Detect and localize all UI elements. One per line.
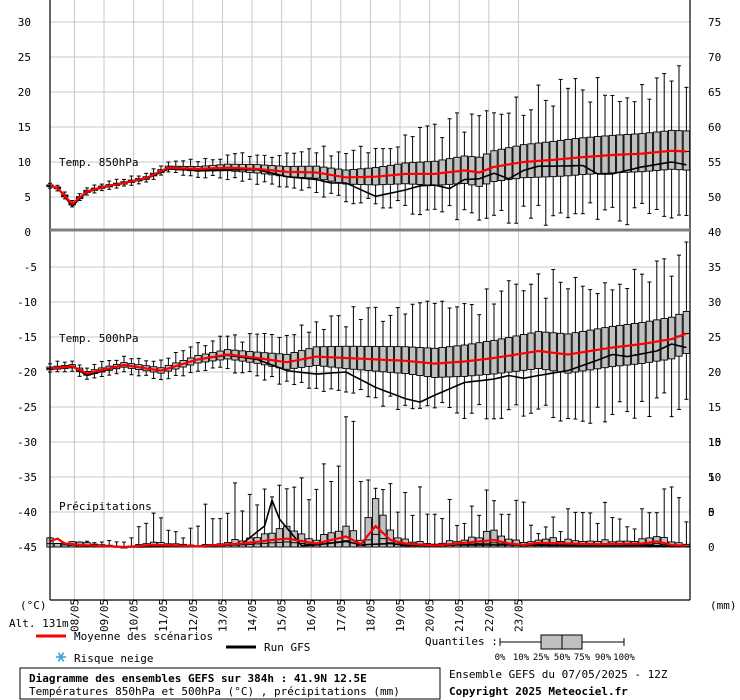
panel-label-850hPa: Temp. 850hPa <box>59 156 138 169</box>
left-tick-label: 15 <box>18 121 31 134</box>
left-tick-label: 10 <box>18 156 31 169</box>
left-tick-label: 30 <box>18 16 31 29</box>
date-tick-label: 11/05 <box>157 599 170 632</box>
panel-label-500hPa: Temp. 500hPa <box>59 332 138 345</box>
legend-mean-label: Moyenne des scénarios <box>74 630 213 643</box>
mean-line <box>49 524 687 549</box>
date-tick-label: 21/05 <box>453 599 466 632</box>
precip-boxplot <box>371 487 380 548</box>
date-tick-label: 20/05 <box>424 599 437 632</box>
precip-boxplot <box>275 484 284 548</box>
left-tick-label: 20 <box>18 86 31 99</box>
right-tick-label: 60 <box>708 121 721 134</box>
panel-label-precip: Précipitations <box>59 500 152 513</box>
right-tick-label: 15 <box>708 401 721 414</box>
gfs-line <box>49 499 687 548</box>
right-tick-label: 0 <box>708 506 715 519</box>
right-tick-label: 75 <box>708 16 721 29</box>
left-tick-label: -30 <box>17 436 37 449</box>
legend-snow-label: Risque neige <box>74 652 153 665</box>
left-tick-label: 25 <box>18 51 31 64</box>
quantile-tick-label: 75% <box>574 653 591 663</box>
quantile-tick-label: 25% <box>533 653 550 663</box>
right-tick-label: 35 <box>708 261 721 274</box>
left-axis-ticks: 30 25 20 15 10 5 0 -5 -10 -15 -20 -25 -30 -35 -40 -45 <box>17 16 37 554</box>
mean-line <box>49 149 687 206</box>
left-tick-label: -15 <box>17 331 37 344</box>
chart-subtitle: Températures 850hPa et 500hPa (°C) , pré… <box>29 685 400 698</box>
left-tick-label: -20 <box>17 366 37 379</box>
right-tick-label: 70 <box>708 51 721 64</box>
precip-boxplot <box>53 542 62 548</box>
quantile-tick-labels: 0% 10% 25% 50% 75% 90% 100% <box>495 653 636 663</box>
date-tick-label: 08/05 <box>68 599 81 632</box>
box-body <box>283 525 291 548</box>
date-axis-ticks: 08/05 09/05 10/05 11/05 12/05 13/05 14/05 15/05… <box>68 599 525 632</box>
date-tick-label: 16/05 <box>305 599 318 632</box>
left-tick-label: 0 <box>24 226 31 239</box>
date-tick-label: 17/05 <box>335 599 348 632</box>
ensemble-run-label: Ensemble GEFS du 07/05/2025 - 12Z <box>449 668 668 681</box>
date-tick-label: 23/05 <box>512 599 525 632</box>
box-body <box>482 530 491 548</box>
altitude-label: Alt. 131m <box>9 617 69 630</box>
date-tick-label: 13/05 <box>216 599 229 632</box>
date-tick-label: 10/05 <box>128 599 141 632</box>
right-tick-label-precip: 15 <box>708 436 721 449</box>
right-tick-label-precip: 5 <box>708 506 715 519</box>
quantiles-label: Quantiles : <box>425 635 498 648</box>
date-tick-label: 14/05 <box>246 599 259 632</box>
left-tick-label: -35 <box>17 471 37 484</box>
quantile-tick-label: 100% <box>613 653 635 663</box>
legend: Moyenne des scénarios Run GFS Risque nei… <box>36 630 635 665</box>
date-tick-label: 09/05 <box>98 599 111 632</box>
left-tick-label: -25 <box>17 401 37 414</box>
left-tick-label: -5 <box>24 261 37 274</box>
left-tick-label: -10 <box>17 296 37 309</box>
box-body <box>53 543 62 548</box>
right-tick-label: 25 <box>708 331 721 344</box>
quantile-tick-label: 90% <box>595 653 612 663</box>
right-tick-label: 30 <box>708 296 721 309</box>
right-tick-label: 50 <box>708 191 721 204</box>
chart-grid <box>50 0 690 600</box>
left-tick-label: 5 <box>24 191 31 204</box>
box-body <box>490 529 498 548</box>
left-unit-label: (°C) <box>20 599 47 612</box>
quantile-tick-label: 10% <box>513 653 530 663</box>
right-tick-label: 65 <box>708 86 721 99</box>
box-body <box>371 498 380 548</box>
snowflake-icon <box>56 652 66 662</box>
right-tick-label: 5 <box>708 471 715 484</box>
precip-boxplot <box>283 488 291 548</box>
copyright-label: Copyright 2025 Meteociel.fr <box>449 685 628 698</box>
box-body <box>275 528 284 548</box>
date-tick-label: 15/05 <box>276 599 289 632</box>
series-lines <box>49 149 687 549</box>
left-tick-label: -40 <box>17 506 37 519</box>
left-tick-label: -45 <box>17 541 37 554</box>
right-tick-label: 10 <box>708 436 721 449</box>
right-tick-label-precip: 0 <box>708 541 715 554</box>
date-tick-label: 22/05 <box>483 599 496 632</box>
date-tick-label: 12/05 <box>187 599 200 632</box>
legend-gfs-label: Run GFS <box>264 641 310 654</box>
plot-frame <box>49 0 691 601</box>
date-tick-label: 19/05 <box>394 599 407 632</box>
quantile-legend-box <box>499 634 625 650</box>
right-tick-label: 55 <box>708 156 721 169</box>
precip-boxplot <box>482 489 491 548</box>
right-tick-label-precip: 10 <box>708 471 721 484</box>
chart-title: Diagramme des ensembles GEFS sur 384h : … <box>29 672 367 685</box>
right-tick-label: 20 <box>708 366 721 379</box>
quantile-tick-label: 0% <box>495 653 506 663</box>
title-box <box>19 667 441 700</box>
mean-line <box>49 332 687 375</box>
date-tick-label: 18/05 <box>364 599 377 632</box>
quantile-tick-label: 50% <box>554 653 571 663</box>
right-tick-label: 40 <box>708 226 721 239</box>
right-unit-label: (mm) <box>710 599 737 612</box>
